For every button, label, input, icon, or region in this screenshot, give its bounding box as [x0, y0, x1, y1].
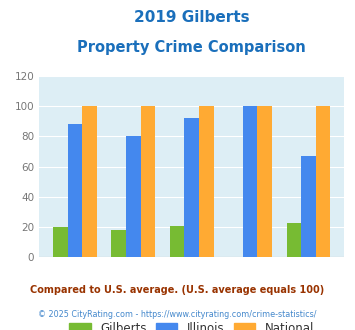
Legend: Gilberts, Illinois, National: Gilberts, Illinois, National — [65, 318, 319, 330]
Bar — [111, 230, 126, 257]
Bar — [141, 106, 155, 257]
Text: 2019 Gilberts: 2019 Gilberts — [134, 10, 250, 25]
Text: © 2025 CityRating.com - https://www.cityrating.com/crime-statistics/: © 2025 CityRating.com - https://www.city… — [38, 310, 317, 319]
Bar — [184, 118, 199, 257]
Bar — [257, 106, 272, 257]
Bar — [316, 106, 331, 257]
Bar — [67, 124, 82, 257]
Bar — [199, 106, 214, 257]
Bar — [301, 156, 316, 257]
Text: Property Crime Comparison: Property Crime Comparison — [77, 40, 306, 54]
Bar — [126, 136, 141, 257]
Text: Compared to U.S. average. (U.S. average equals 100): Compared to U.S. average. (U.S. average … — [31, 285, 324, 295]
Bar — [170, 226, 184, 257]
Bar — [82, 106, 97, 257]
Bar — [243, 106, 257, 257]
Bar — [53, 227, 67, 257]
Bar — [286, 223, 301, 257]
